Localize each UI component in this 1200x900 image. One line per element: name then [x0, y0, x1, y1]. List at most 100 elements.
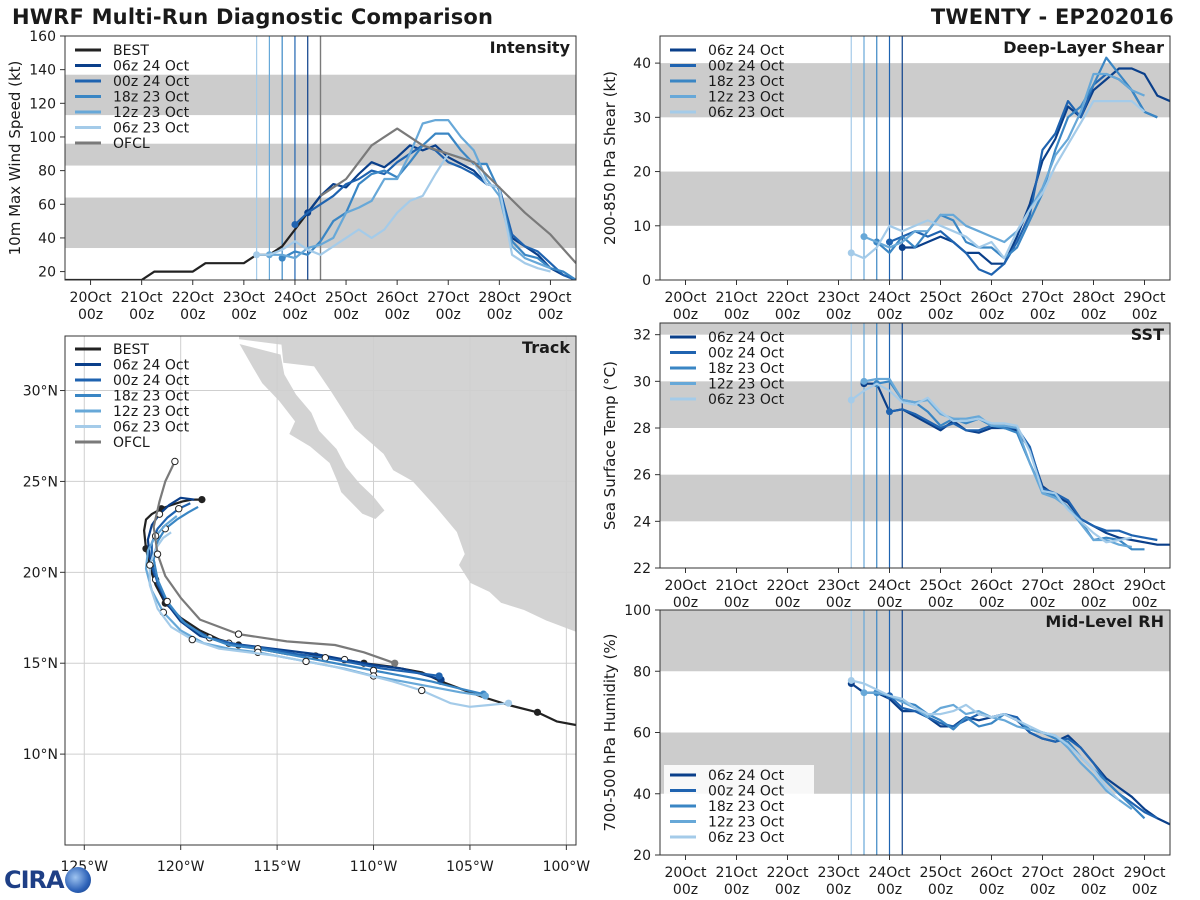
intensity-line-18z-23-oct [281, 132, 576, 280]
rh-xtick-label: 00z [928, 882, 953, 898]
sst-init-point [847, 396, 855, 404]
rh-panel: 2040608010020Oct00z21Oct00z22Oct00z23Oct… [601, 603, 1171, 898]
track-xtick-label: 120°W [157, 859, 205, 875]
cira-logo-text: CIRA [4, 866, 65, 894]
intensity-xtick-label: 23Oct [223, 290, 266, 306]
shear-xtick-label: 27Oct [1021, 290, 1064, 306]
track-ytick-label: 10°N [23, 747, 58, 763]
intensity-legend-label: 00z 24 Oct [113, 74, 190, 90]
intensity-ytick-label: 40 [38, 231, 56, 247]
sst-ytick-label: 24 [633, 514, 651, 530]
rh-series-group [847, 676, 1170, 826]
intensity-legend-label: BEST [113, 43, 149, 59]
shear-legend-label: 12z 23 Oct [708, 90, 785, 106]
track-point-init [481, 692, 489, 700]
track-xtick-label: 110°W [350, 859, 398, 875]
shear-frame [659, 35, 1171, 281]
sst-ytick-label: 28 [633, 421, 651, 437]
sst-line-12z-23-oct [863, 377, 1132, 549]
rh-line-12z-23-oct [864, 691, 1133, 810]
sst-panel-title: SST [1131, 325, 1164, 344]
intensity-init-point [291, 220, 299, 228]
intensity-xtick-label: 00z [538, 307, 563, 323]
intensity-xtick-label: 21Oct [121, 290, 164, 306]
intensity-xtick-label: 26Oct [376, 290, 419, 306]
rh-ytick-label: 100 [624, 603, 651, 619]
sst-xtick-label: 29Oct [1123, 578, 1166, 594]
rh-ytick-label: 80 [633, 664, 651, 680]
sst-xtick-label: 00z [877, 595, 902, 611]
rh-xtick-label: 25Oct [919, 865, 962, 881]
rh-xtick-label: 21Oct [715, 865, 758, 881]
track-point-forecast [175, 504, 183, 513]
intensity-legend-label: OFCL [113, 136, 150, 152]
shear-xtick-label: 29Oct [1123, 290, 1166, 306]
intensity-ytick-label: 20 [38, 265, 56, 281]
mexico-mainland-land [238, 336, 576, 633]
track-point-best [198, 496, 206, 504]
intensity-ytick-label: 80 [38, 164, 56, 180]
sst-line-06z-23-oct [850, 382, 1132, 544]
cira-logo: CIRA [4, 866, 91, 894]
sst-threshold-band [660, 474, 1170, 522]
sst-panel: 22242628303220Oct00z21Oct00z22Oct00z23Oc… [601, 322, 1171, 611]
intensity-xtick-label: 00z [231, 307, 256, 323]
shear-line-12z-23-oct [863, 72, 1145, 249]
track-line-06z-24-oct [146, 496, 442, 681]
shear-ytick-label: 20 [633, 165, 651, 181]
track-line-06z-23-oct [148, 531, 509, 708]
intensity-init-point [253, 251, 261, 259]
rh-xtick-label: 23Oct [817, 865, 860, 881]
rh-legend-label: 18z 23 Oct [708, 799, 785, 815]
intensity-line-ofcl [319, 127, 576, 264]
track-point-forecast [302, 657, 310, 666]
intensity-ytick-label: 60 [38, 197, 56, 213]
sst-xtick-label: 20Oct [664, 578, 707, 594]
track-ytick-label: 25°N [23, 474, 58, 490]
sst-xtick-label: 00z [928, 595, 953, 611]
rh-xtick-label: 20Oct [664, 865, 707, 881]
rh-xtick-label: 00z [1132, 882, 1157, 898]
intensity-xtick-label: 00z [282, 307, 307, 323]
intensity-xtick-label: 29Oct [529, 290, 572, 306]
track-point-forecast [234, 630, 243, 638]
rh-xtick-label: 27Oct [1021, 865, 1064, 881]
intensity-ytick-label: 100 [29, 130, 56, 146]
track-point-forecast [153, 550, 162, 558]
shear-xtick-label: 00z [877, 307, 902, 323]
sst-xtick-label: 00z [1030, 595, 1055, 611]
shear-xtick-label: 20Oct [664, 290, 707, 306]
track-xtick-label: 115°W [253, 859, 301, 875]
sst-xtick-label: 27Oct [1021, 578, 1064, 594]
track-point-forecast [188, 635, 196, 644]
track-legend-label: 06z 24 Oct [113, 358, 190, 374]
baja-california-land [237, 342, 386, 521]
rh-init-point [860, 689, 868, 697]
sst-xtick-label: 21Oct [715, 578, 758, 594]
sst-legend-label: 06z 23 Oct [708, 392, 785, 408]
track-legend-label: OFCL [113, 435, 150, 451]
rh-ytick-label: 60 [633, 726, 651, 742]
shear-xtick-label: 24Oct [868, 290, 911, 306]
track-xtick-label: 100°W [543, 859, 591, 875]
sst-init-point [860, 377, 868, 385]
shear-init-point [886, 238, 893, 246]
shear-xtick-label: 28Oct [1072, 290, 1115, 306]
sst-ytick-label: 32 [633, 328, 651, 344]
shear-legend-label: 00z 24 Oct [708, 59, 785, 75]
intensity-xtick-label: 00z [129, 307, 154, 323]
shear-series-group [847, 56, 1170, 276]
storm-identifier: TWENTY - EP202016 [930, 5, 1174, 29]
shear-xtick-label: 00z [775, 307, 800, 323]
intensity-xtick-label: 27Oct [427, 290, 470, 306]
intensity-legend-label: 06z 24 Oct [113, 59, 190, 75]
shear-panel: 01020304020Oct00z21Oct00z22Oct00z23Oct00… [601, 35, 1171, 323]
track-panel: 125°W 120°W 115°W 110°W 105°W 100°W10°N15°N20… [23, 335, 591, 875]
sst-series-group [847, 377, 1170, 551]
shear-xtick-label: 23Oct [817, 290, 860, 306]
sst-xtick-label: 00z [1132, 595, 1157, 611]
rh-ytick-label: 20 [633, 848, 651, 864]
sst-legend-label: 06z 24 Oct [708, 330, 785, 346]
rh-xtick-label: 00z [826, 882, 851, 898]
sst-xtick-label: 00z [775, 595, 800, 611]
